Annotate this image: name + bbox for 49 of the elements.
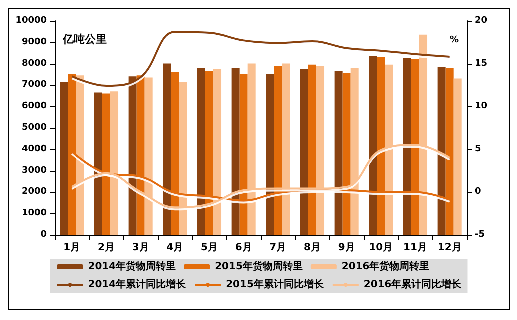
x-tick-label: 6月 (235, 242, 252, 254)
y-tick-label: 8000 (22, 58, 47, 69)
bar (438, 67, 446, 235)
x-tick-label: 4月 (166, 242, 184, 254)
legend-label: 2015年货物周转里 (215, 260, 303, 272)
x-tick-label: 5月 (201, 242, 218, 254)
y2-tick-label: 15 (475, 58, 488, 69)
legend-label: 2014年货物周转里 (88, 260, 176, 272)
legend-label: 2015年累计同比增长 (226, 278, 325, 290)
bar (266, 74, 274, 235)
bar (94, 92, 102, 235)
y-tick-label: 2000 (22, 187, 47, 198)
legend-label: 2014年累计同比增长 (88, 278, 188, 290)
x-tick-label: 9月 (338, 242, 356, 254)
y2-tick-label: 20 (475, 16, 488, 26)
y-tick-label: 9000 (22, 37, 47, 48)
bar (454, 78, 462, 235)
y2-tick-label: 10 (475, 102, 488, 112)
x-tick-label: 8月 (304, 242, 321, 254)
bar (232, 68, 240, 235)
y-axis-title: 亿吨公里 (62, 33, 107, 46)
bar (300, 69, 308, 235)
bar (334, 71, 343, 235)
x-tick-label: 2月 (98, 242, 115, 254)
y2-axis-title: % (450, 36, 459, 46)
y2-tick-label: -5 (475, 230, 485, 240)
y2-tick-label: 5 (475, 144, 482, 154)
legend-label: 2016年累计同比增长 (364, 278, 463, 290)
bar (163, 64, 172, 235)
bar (403, 58, 412, 235)
y-tick-label: 1000 (22, 208, 47, 219)
y2-tick-label: 0 (475, 187, 482, 198)
y-tick-label: 7000 (22, 80, 47, 90)
y-tick-label: 4000 (22, 144, 47, 154)
bar (369, 56, 378, 235)
x-tick-label: 1月 (64, 242, 81, 254)
x-tick-label: 11月 (404, 242, 428, 254)
y-tick-label: 10000 (16, 16, 47, 26)
x-tick-label: 7月 (270, 242, 287, 254)
legend-label: 2016年货物周转里 (342, 260, 430, 272)
x-tick-label: 12月 (438, 242, 462, 254)
x-tick-label: 3月 (132, 242, 150, 254)
y-tick-label: 6000 (22, 102, 47, 112)
x-tick-label: 10月 (369, 242, 394, 254)
y-tick-label: 5000 (22, 123, 47, 133)
y-tick-label: 0 (40, 230, 47, 240)
y-tick-label: 3000 (22, 166, 47, 176)
bar (60, 82, 68, 235)
bar (197, 68, 206, 235)
